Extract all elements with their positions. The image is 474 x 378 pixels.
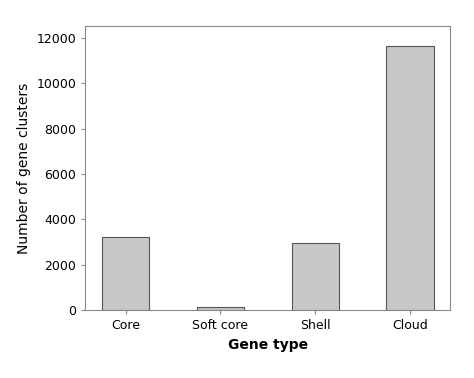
Bar [197, 307, 244, 310]
Bar [102, 237, 149, 310]
Bar [292, 243, 339, 310]
X-axis label: Gene type: Gene type [228, 338, 308, 352]
Y-axis label: Number of gene clusters: Number of gene clusters [17, 82, 31, 254]
Bar [386, 46, 434, 310]
